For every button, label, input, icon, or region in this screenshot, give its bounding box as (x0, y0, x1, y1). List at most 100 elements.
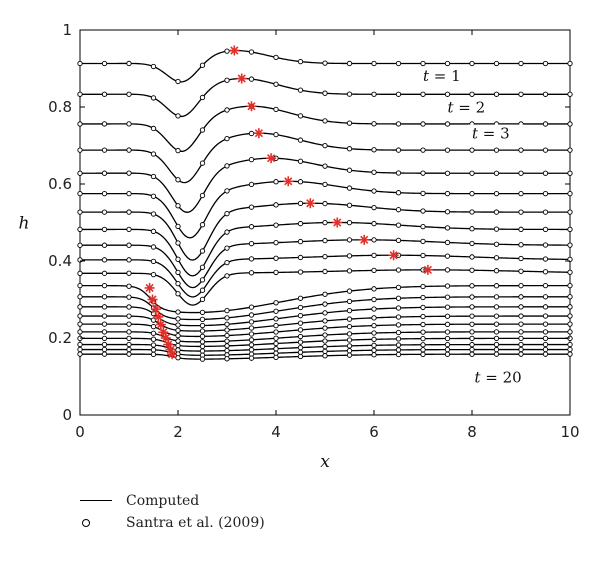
data-point (346, 202, 353, 208)
data-point (469, 313, 475, 319)
data-point (101, 321, 108, 327)
data-point (395, 347, 402, 353)
data-point (444, 346, 451, 353)
data-point (297, 137, 304, 143)
legend: Computed Santra et al. (2009) (80, 490, 265, 534)
data-point (126, 283, 132, 289)
data-point (248, 319, 255, 325)
data-point (444, 304, 451, 310)
data-point (224, 245, 230, 251)
data-point (273, 329, 279, 335)
data-point (101, 335, 108, 342)
data-point (101, 351, 108, 357)
data-point (542, 294, 549, 300)
data-point (542, 91, 549, 97)
data-point (175, 256, 181, 262)
data-point (469, 240, 475, 247)
data-point (346, 331, 353, 337)
data-point (542, 346, 549, 353)
data-point (420, 335, 426, 342)
peak-marker-stroke (159, 328, 168, 337)
peak-marker-stroke (166, 345, 175, 354)
data-point (518, 351, 524, 357)
data-point (346, 348, 353, 354)
data-point (469, 226, 475, 232)
data-point (322, 291, 328, 297)
data-point (518, 170, 524, 176)
data-point (150, 228, 157, 234)
data-point (395, 342, 402, 348)
legend-label-santra: Santra et al. (2009) (126, 515, 265, 531)
data-point (199, 160, 206, 166)
data-point (469, 283, 475, 289)
data-point (444, 253, 451, 259)
data-point (444, 351, 451, 357)
data-point (395, 207, 402, 213)
data-point (175, 203, 181, 209)
data-point (346, 146, 353, 152)
data-point (420, 321, 426, 328)
data-point (493, 91, 500, 97)
data-point (395, 91, 402, 97)
data-point (469, 346, 475, 353)
data-point (371, 169, 377, 175)
data-point (493, 147, 500, 153)
data-point (371, 347, 377, 353)
data-point (346, 352, 353, 358)
data-point (126, 121, 132, 127)
data-point (101, 91, 108, 97)
data-point (175, 223, 181, 229)
data-point (199, 222, 206, 228)
data-point (248, 347, 255, 353)
data-point (567, 329, 573, 335)
data-point (371, 315, 377, 321)
data-point (444, 239, 451, 246)
data-point (297, 179, 304, 185)
legend-line-swatch (80, 494, 112, 508)
data-point (199, 328, 206, 334)
data-point (322, 118, 328, 124)
data-point (444, 329, 451, 335)
data-point (175, 147, 181, 154)
annotation-bg (443, 98, 500, 117)
data-point (248, 130, 255, 137)
data-point (322, 219, 328, 226)
data-point (77, 294, 83, 300)
data-point (420, 208, 426, 214)
data-point (199, 339, 206, 345)
data-point (175, 327, 181, 334)
data-point (77, 226, 83, 233)
data-point (175, 281, 181, 287)
data-point (77, 91, 83, 97)
data-point (273, 269, 279, 276)
data-point (175, 113, 181, 119)
data-point (371, 342, 377, 348)
annotation-bg (470, 368, 527, 387)
peak-marker-t2 (236, 73, 247, 84)
data-point (542, 282, 549, 289)
data-point (542, 170, 549, 176)
data-point (126, 60, 132, 67)
circles-layer (77, 48, 573, 362)
data-point (567, 282, 573, 289)
x-tick-label: 0 (75, 423, 85, 441)
data-point (444, 267, 451, 273)
data-point (77, 242, 83, 248)
data-point (518, 91, 524, 97)
data-point (297, 327, 304, 333)
data-point (199, 264, 206, 270)
data-point (395, 121, 402, 127)
data-point (199, 309, 206, 316)
data-point (346, 219, 353, 226)
data-point (371, 204, 377, 211)
y-tick-label: 0.4 (48, 252, 72, 270)
peak-marker-t11 (422, 264, 433, 275)
y-axis-label: h (19, 214, 30, 234)
data-point (77, 304, 83, 310)
data-point (518, 341, 524, 348)
data-point (224, 338, 230, 344)
data-point (199, 356, 206, 362)
data-point (273, 255, 279, 261)
data-point (518, 190, 524, 197)
data-point (420, 283, 426, 290)
